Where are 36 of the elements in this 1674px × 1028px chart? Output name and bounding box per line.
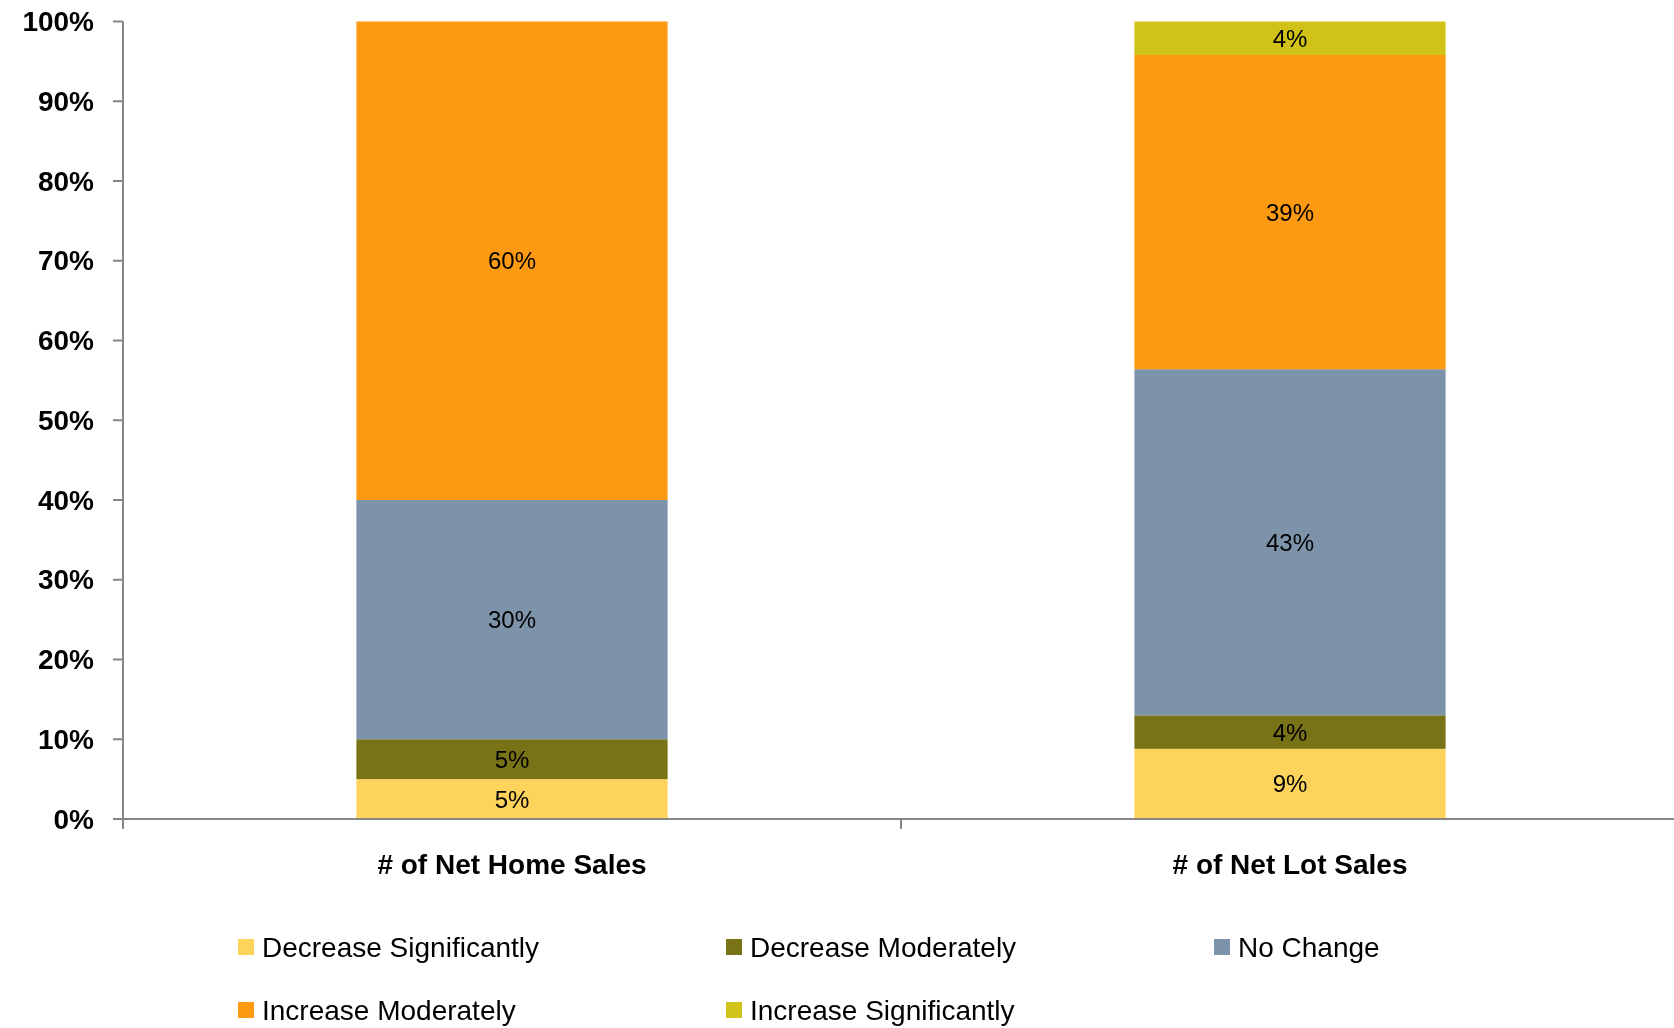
- bar: [356, 779, 668, 819]
- y-tick-label: 100%: [22, 6, 95, 37]
- bar: [1134, 55, 1446, 370]
- bar: [356, 21, 668, 500]
- y-tick-label: 60%: [37, 325, 95, 356]
- data-label: 30%: [487, 606, 537, 634]
- x-tick-label: # of Net Lot Sales: [1172, 848, 1408, 880]
- legend-label: Decrease Moderately: [750, 931, 1017, 963]
- legend-label: Increase Significantly: [750, 994, 1015, 1026]
- legend-label: Increase Moderately: [262, 994, 516, 1026]
- data-label: 4%: [1272, 718, 1308, 746]
- y-tick-label: 0%: [53, 803, 95, 835]
- data-label: 5%: [494, 745, 530, 773]
- y-tick-label: 20%: [37, 644, 95, 675]
- bar: [1134, 715, 1446, 749]
- y-tick-label: 70%: [37, 245, 95, 277]
- bar: [1134, 21, 1446, 55]
- data-label: 9%: [1272, 770, 1308, 798]
- y-tick-label: 50%: [37, 404, 95, 436]
- data-label: 5%: [494, 785, 530, 813]
- bar: [356, 500, 668, 740]
- bar: [1134, 748, 1446, 819]
- legend-label: No Change: [1238, 931, 1380, 963]
- data-label: 43%: [1265, 528, 1315, 556]
- y-tick-label: 40%: [37, 484, 95, 516]
- data-label: 39%: [1265, 198, 1315, 226]
- y-tick-label: 90%: [37, 85, 95, 117]
- x-tick-label: # of Net Home Sales: [377, 848, 647, 880]
- bar: [356, 739, 668, 780]
- data-label: 60%: [487, 247, 537, 275]
- y-tick-label: 30%: [37, 564, 95, 596]
- y-tick-label: 10%: [37, 723, 95, 755]
- bar: [1134, 369, 1446, 716]
- y-tick-label: 80%: [37, 165, 95, 197]
- data-label: 4%: [1272, 24, 1308, 52]
- legend-label: Decrease Significantly: [262, 931, 540, 963]
